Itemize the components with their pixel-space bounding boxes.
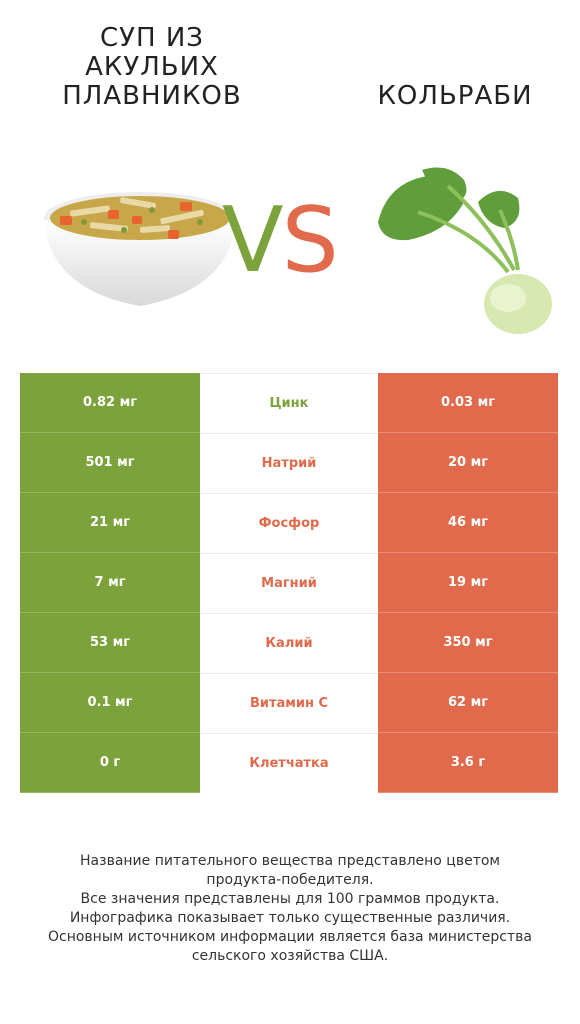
nutrient-name: Витамин C [200, 673, 378, 733]
right-value: 0.03 мг [378, 373, 558, 433]
footnote-line: Инфографика показывает только существенн… [69, 910, 511, 926]
kohlrabi-image [378, 167, 552, 334]
table-row: 53 мг Калий 350 мг [20, 613, 558, 673]
nutrient-comparison-table: 0.82 мг Цинк 0.03 мг 501 мг Натрий 20 мг 21 мг… [20, 373, 558, 793]
right-product-title: КОЛЬРАБИ [377, 81, 533, 111]
right-value: 19 мг [378, 553, 558, 613]
left-value: 501 мг [20, 433, 200, 493]
footnote-line: Название питательного вещества представл… [80, 853, 500, 869]
nutrient-name: Фосфор [200, 493, 378, 553]
nutrient-name: Магний [200, 553, 378, 613]
left-value: 53 мг [20, 613, 200, 673]
footnote-line: Основным источником информации является … [48, 929, 532, 945]
table-row: 21 мг Фосфор 46 мг [20, 493, 558, 553]
nutrient-name: Цинк [200, 373, 378, 433]
right-value: 350 мг [378, 613, 558, 673]
left-value: 0 г [20, 733, 200, 793]
table-row: 7 мг Магний 19 мг [20, 553, 558, 613]
left-value: 7 мг [20, 553, 200, 613]
right-value: 20 мг [378, 433, 558, 493]
nutrient-name: Калий [200, 613, 378, 673]
table-row: 0.82 мг Цинк 0.03 мг [20, 373, 558, 433]
left-value: 0.1 мг [20, 673, 200, 733]
table-row: 0.1 мг Витамин C 62 мг [20, 673, 558, 733]
shark-fin-soup-image [44, 192, 236, 306]
left-value: 0.82 мг [20, 373, 200, 433]
footnote-line: продукта-победителя. [206, 872, 374, 888]
right-value: 62 мг [378, 673, 558, 733]
table-row: 0 г Клетчатка 3.6 г [20, 733, 558, 793]
footnote-line: сельского хозяйства США. [191, 948, 389, 964]
right-value: 46 мг [378, 493, 558, 553]
vs-label: VS [222, 188, 339, 293]
footnote: Название питательного вещества представл… [20, 852, 560, 966]
table-row: 501 мг Натрий 20 мг [20, 433, 558, 493]
nutrient-name: Клетчатка [200, 733, 378, 793]
left-product-title: СУП ИЗ АКУЛЬИХ ПЛАВНИКОВ [62, 23, 242, 111]
footnote-line: Все значения представлены для 100 граммо… [80, 891, 500, 907]
left-value: 21 мг [20, 493, 200, 553]
right-value: 3.6 г [378, 733, 558, 793]
nutrient-name: Натрий [200, 433, 378, 493]
